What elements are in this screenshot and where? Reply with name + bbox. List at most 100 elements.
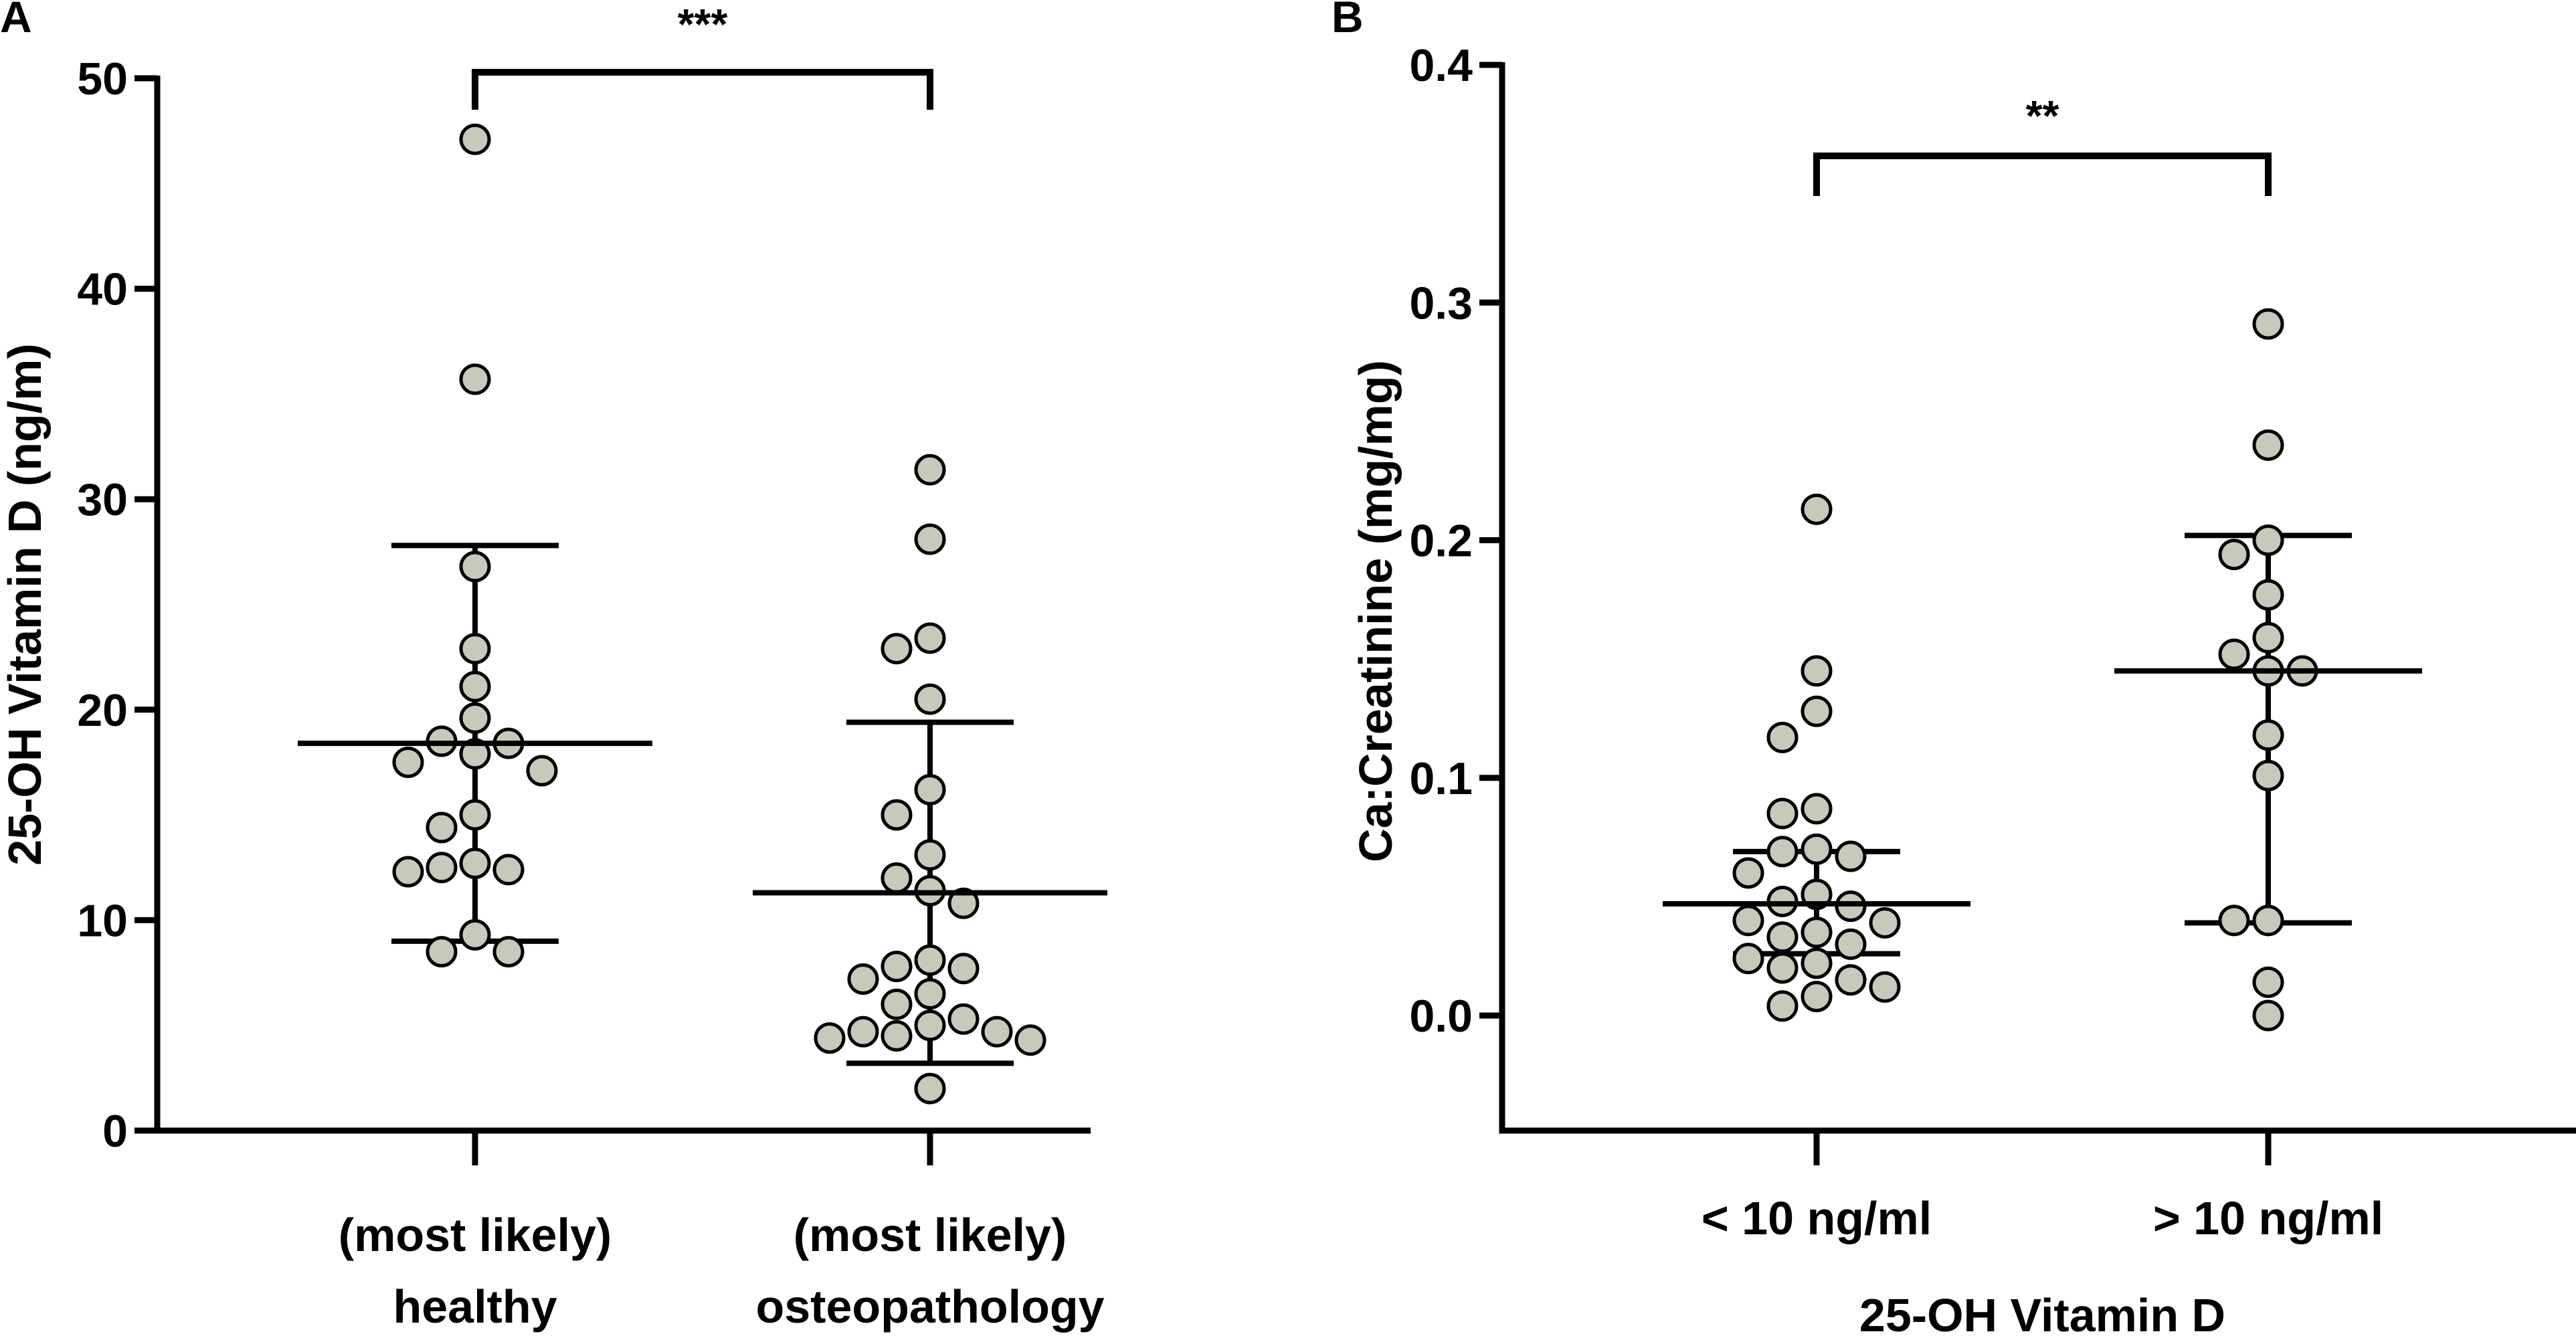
data-point — [881, 951, 913, 983]
y-tick-label: 50 — [77, 54, 128, 104]
data-point — [459, 919, 491, 951]
data-point — [881, 799, 913, 831]
data-point — [459, 551, 491, 583]
panel-label: A — [0, 0, 32, 41]
y-tick-label: 20 — [77, 685, 128, 736]
data-point — [881, 1020, 913, 1052]
data-point — [1801, 917, 1833, 949]
x-category-label: (most likely) — [794, 1209, 1067, 1261]
data-point — [1766, 797, 1799, 830]
data-point — [814, 1022, 846, 1054]
data-point — [2252, 579, 2284, 611]
data-point — [492, 936, 525, 968]
y-tick-label: 0.4 — [1409, 40, 1473, 91]
data-point — [2252, 966, 2284, 998]
data-point — [392, 746, 424, 778]
data-point — [2252, 904, 2284, 937]
data-point — [2252, 429, 2284, 461]
y-axis-title: 25-OH Vitamin D (ng/m) — [0, 343, 51, 865]
data-point — [847, 963, 879, 995]
data-point — [947, 1003, 980, 1035]
data-point — [1766, 721, 1799, 753]
data-point — [1766, 952, 1799, 984]
significance-bracket — [472, 69, 933, 110]
data-point — [459, 633, 491, 665]
significance-label: ** — [2026, 92, 2059, 140]
data-point — [1766, 836, 1799, 868]
data-point — [881, 633, 913, 665]
data-point — [1869, 971, 1901, 1003]
data-point — [1801, 655, 1833, 687]
data-point — [1732, 943, 1764, 975]
data-point — [1801, 833, 1833, 865]
data-point — [847, 1016, 879, 1048]
data-point — [1869, 906, 1901, 939]
data-point — [1801, 793, 1833, 825]
data-point — [1766, 990, 1799, 1022]
data-point — [2252, 759, 2284, 791]
x-category-label: osteopathology — [755, 1280, 1104, 1333]
data-point — [914, 773, 946, 805]
significance-bracket — [1813, 153, 2272, 196]
data-point — [2252, 524, 2284, 556]
data-point — [1732, 904, 1764, 937]
y-tick-label: 40 — [77, 264, 128, 315]
data-point — [459, 670, 491, 702]
data-point — [1835, 928, 1867, 960]
data-point — [981, 1016, 1013, 1048]
data-point — [914, 683, 946, 715]
data-point — [947, 887, 980, 919]
data-point — [914, 1072, 946, 1105]
data-point — [492, 854, 525, 886]
data-point — [426, 811, 458, 844]
data-point — [1801, 493, 1833, 525]
data-point — [2252, 999, 2284, 1032]
y-tick-label: 0.1 — [1409, 753, 1473, 804]
data-point — [459, 702, 491, 734]
data-point — [426, 852, 458, 884]
data-point — [459, 738, 491, 770]
data-point — [426, 936, 458, 968]
x-category-label: healthy — [393, 1280, 557, 1333]
data-point — [1835, 964, 1867, 996]
data-point — [526, 755, 558, 787]
data-point — [914, 978, 946, 1010]
x-category-label: (most likely) — [339, 1209, 612, 1261]
x-category-label: < 10 ng/ml — [1701, 1192, 1932, 1244]
data-point — [1801, 947, 1833, 979]
y-tick-label: 10 — [77, 895, 128, 946]
data-point — [914, 454, 946, 486]
data-point — [1835, 840, 1867, 872]
data-point — [2252, 621, 2284, 654]
y-tick-label: 0 — [102, 1106, 128, 1157]
y-tick-label: 0.3 — [1409, 278, 1473, 328]
data-point — [1801, 981, 1833, 1013]
x-category-label: > 10 ng/ml — [2153, 1192, 2383, 1244]
data-point — [459, 799, 491, 831]
data-point — [2218, 539, 2250, 571]
significance-label: *** — [678, 0, 728, 48]
data-point — [947, 953, 980, 985]
panel-b: 0.0 0.1 0.2 0.3 0.4 Ca:Creatinine (mg/mg) B < 1… — [1331, 0, 2576, 1340]
data-point — [2218, 638, 2250, 670]
data-point — [1766, 921, 1799, 953]
data-point — [1732, 857, 1764, 889]
data-point — [459, 847, 491, 879]
data-point — [459, 363, 491, 395]
y-axis-title: Ca:Creatinine (mg/mg) — [1350, 360, 1402, 862]
panel-a: 0 10 20 30 40 50 25-OH Vitamin D (ng/m) A (most … — [0, 0, 1107, 1333]
data-point — [1014, 1024, 1046, 1056]
data-point — [1801, 695, 1833, 727]
data-point — [392, 856, 424, 888]
data-point — [2252, 308, 2284, 340]
data-point — [2252, 719, 2284, 751]
data-point — [914, 1010, 946, 1042]
panel-label: B — [1331, 0, 1364, 41]
data-point — [914, 944, 946, 976]
x-axis-title: 25-OH Vitamin D — [1859, 1289, 2225, 1340]
data-point — [881, 862, 913, 894]
data-point — [914, 523, 946, 555]
data-point — [914, 622, 946, 654]
data-point — [2218, 904, 2250, 937]
data-point — [459, 123, 491, 155]
